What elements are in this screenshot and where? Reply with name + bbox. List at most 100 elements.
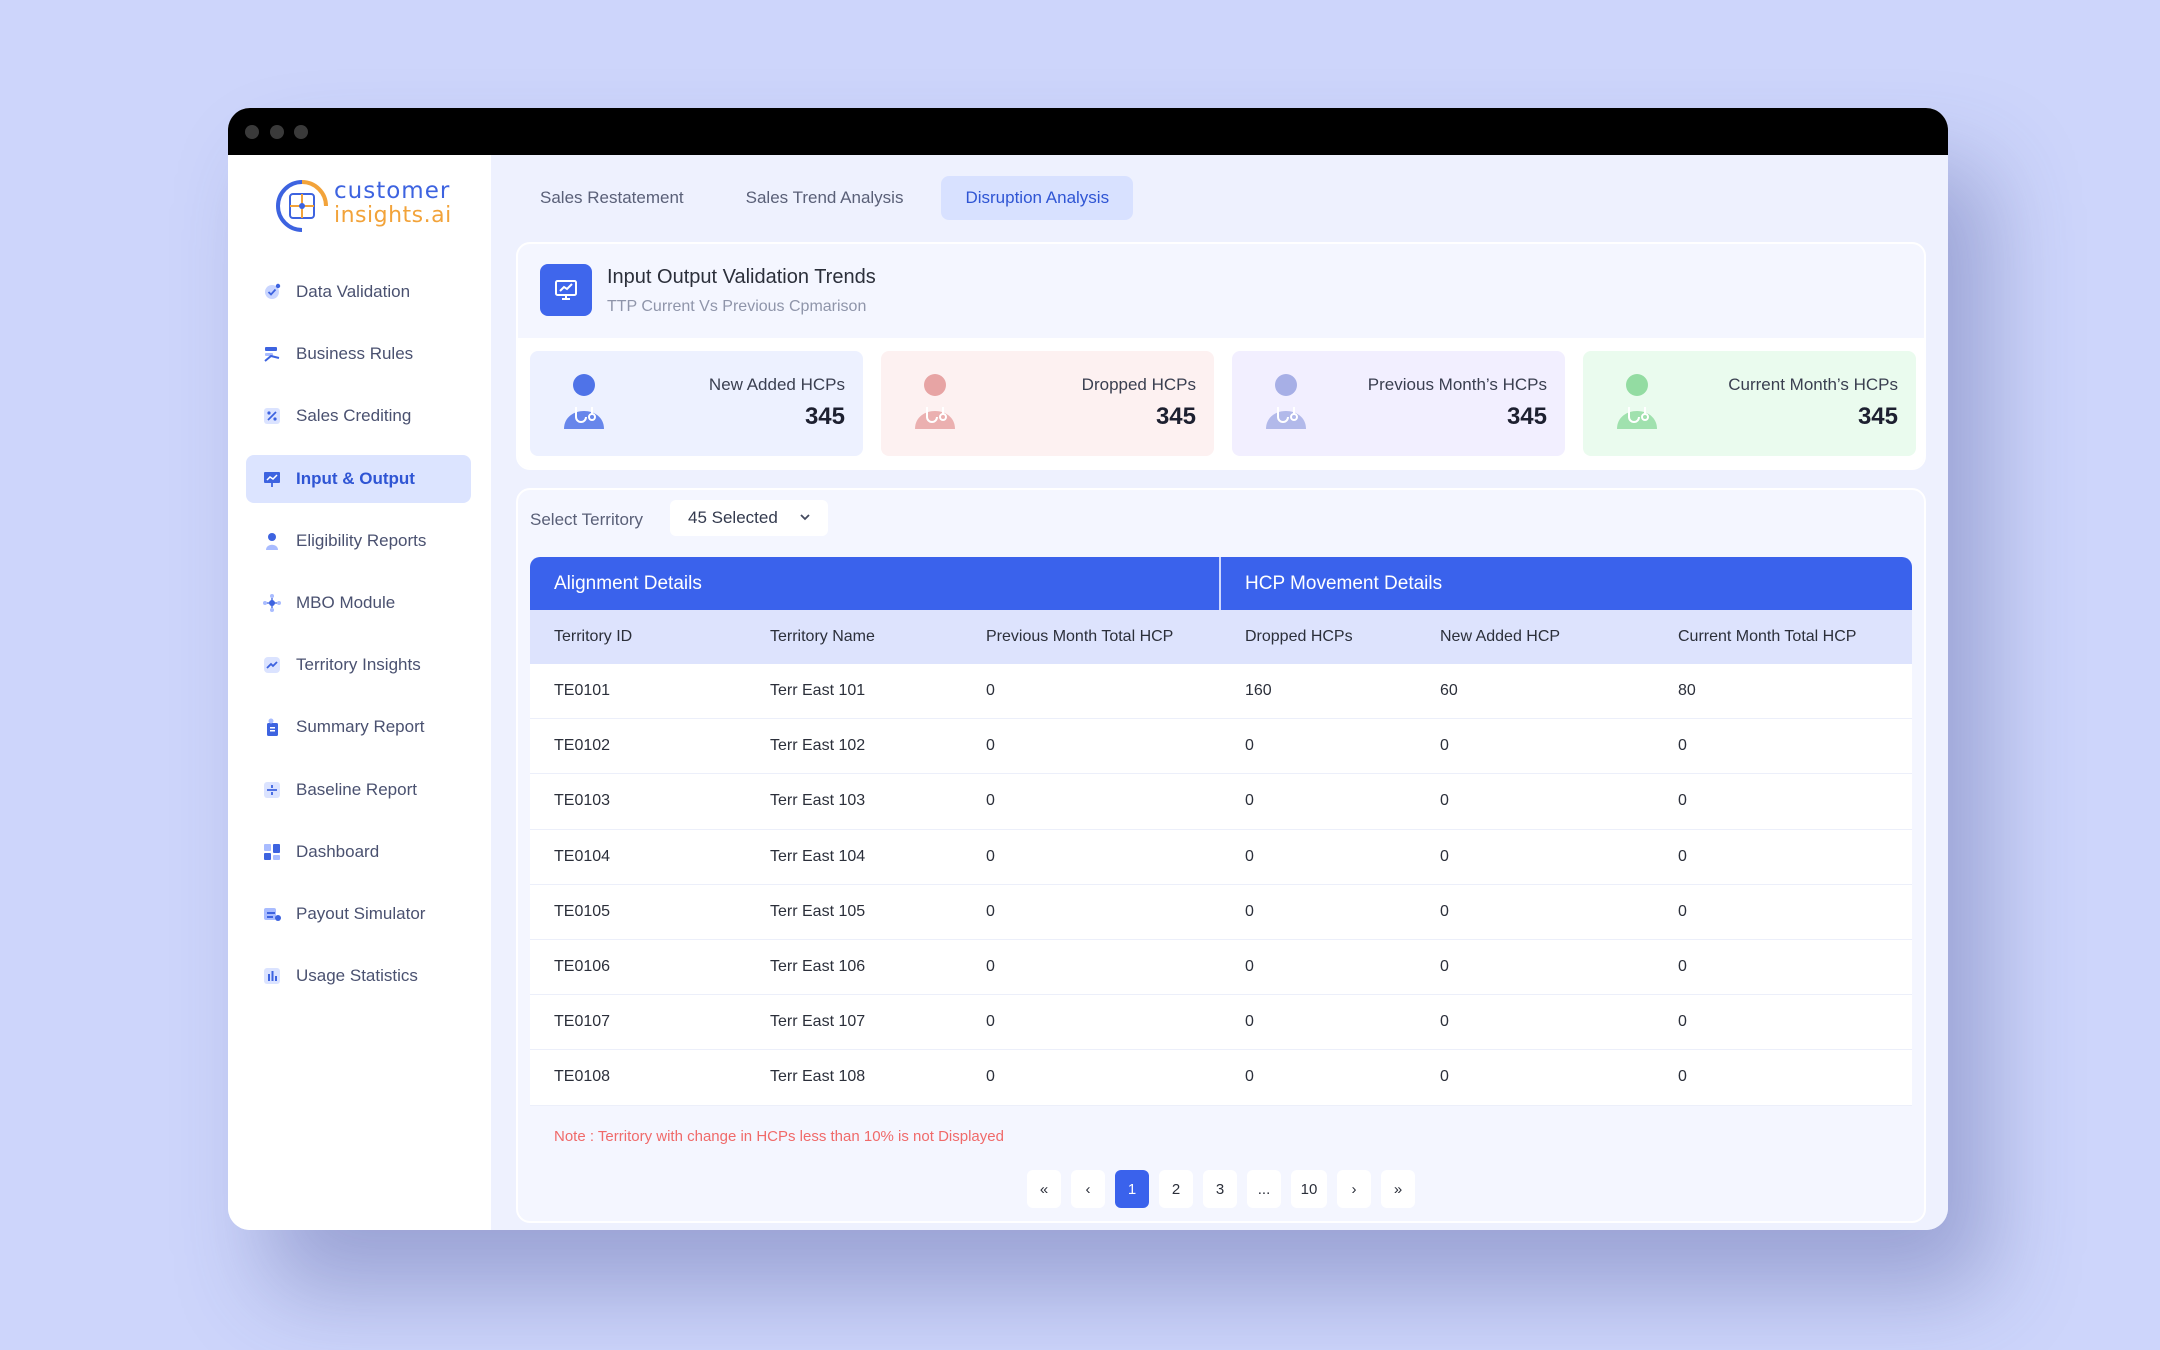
stat-label: Previous Month’s HCPs — [1367, 375, 1547, 394]
first-page-button[interactable]: « — [1027, 1170, 1061, 1208]
table-cell: Terr East 105 — [770, 902, 866, 920]
sidebar-item-label: Sales Crediting — [296, 406, 412, 426]
last-page-button[interactable]: » — [1381, 1170, 1415, 1208]
sidebar-item-sales-crediting[interactable]: Sales Crediting — [246, 392, 471, 440]
table-cell: TE0108 — [554, 1068, 611, 1086]
column-header-new-added-hcp[interactable]: New Added HCP — [1440, 628, 1561, 645]
tab-bar: Sales Restatement Sales Trend Analysis Dis… — [516, 176, 1134, 220]
table-row[interactable]: TE0107 Terr East 107 0 0 0 0 — [530, 995, 1912, 1051]
close-window-dot[interactable] — [245, 125, 259, 139]
sidebar-item-baseline-report[interactable]: Baseline Report — [246, 766, 471, 814]
person-icon — [262, 531, 282, 551]
sidebar-nav: Data Validation Business Rules Sales Credi… — [246, 268, 471, 1014]
sidebar-item-label: Summary Report — [296, 717, 425, 737]
sidebar-item-label: Payout Simulator — [296, 903, 426, 923]
sidebar-item-label: Dashboard — [296, 841, 380, 861]
sidebar-item-data-validation[interactable]: Data Validation — [246, 268, 471, 316]
validation-trends-card: Input Output Validation Trends TTP Curre… — [516, 242, 1926, 470]
sidebar-item-usage-statistics[interactable]: Usage Statistics — [246, 952, 471, 1000]
sidebar-item-dashboard[interactable]: Dashboard — [246, 828, 471, 876]
app-window: customer insights.ai Data Validation Busi… — [228, 108, 1948, 1230]
table-row[interactable]: TE0104 Terr East 104 0 0 0 0 — [530, 829, 1912, 885]
table-cell: Terr East 106 — [770, 958, 866, 976]
stat-label: Current Month’s HCPs — [1728, 375, 1898, 394]
table-body: TE0101 Terr East 101 0 160 60 80 TE0102 Terr Ea… — [530, 664, 1912, 1106]
page-button-10[interactable]: 10 — [1291, 1170, 1327, 1208]
stat-card-new-added-hcps: New Added HCPs 345 — [530, 351, 863, 456]
table-note: Note : Territory with change in HCPs les… — [554, 1128, 1004, 1145]
table-row[interactable]: TE0103 Terr East 103 0 0 0 0 — [530, 774, 1912, 830]
tab-sales-restatement[interactable]: Sales Restatement — [540, 188, 684, 207]
table-cell: 0 — [1678, 1068, 1687, 1086]
tab-disruption-analysis[interactable]: Disruption Analysis — [941, 176, 1134, 220]
table-cell: Terr East 101 — [770, 682, 866, 700]
table-cell: 0 — [1678, 792, 1687, 810]
table-row[interactable]: TE0102 Terr East 102 0 0 0 0 — [530, 719, 1912, 775]
territory-filter-label: Select Territory — [530, 510, 644, 529]
table-cell: 0 — [986, 847, 995, 865]
page-button-3[interactable]: 3 — [1203, 1170, 1237, 1208]
table-cell: Terr East 104 — [770, 847, 866, 865]
sidebar-item-label: Territory Insights — [296, 655, 421, 675]
stats-row: New Added HCPs 345 Dropped HCPs 345 Previous… — [518, 338, 1924, 468]
column-header-previous-month-total-hcp[interactable]: Previous Month Total HCP — [986, 628, 1174, 645]
table-cell: 160 — [1245, 682, 1272, 700]
stat-card-previous-month-hcps: Previous Month’s HCPs 345 — [1232, 351, 1565, 456]
table-cell: Terr East 103 — [770, 792, 866, 810]
table-cell: 0 — [1440, 1068, 1449, 1086]
next-page-button[interactable]: › — [1337, 1170, 1371, 1208]
table-cell: 0 — [986, 737, 995, 755]
bar-stats-icon — [262, 966, 282, 986]
sidebar-item-summary-report[interactable]: Summary Report — [246, 703, 471, 751]
tab-sales-trend-analysis[interactable]: Sales Trend Analysis — [745, 188, 904, 207]
main-content: Sales Restatement Sales Trend Analysis Dis… — [491, 155, 1948, 1230]
stat-label: Dropped HCPs — [1081, 375, 1196, 394]
report-icon — [262, 717, 282, 737]
hcp-table: Alignment Details HCP Movement Details T… — [530, 557, 1912, 1106]
sidebar-item-payout-simulator[interactable]: Payout Simulator — [246, 890, 471, 938]
column-header-current-month-total-hcp[interactable]: Current Month Total HCP — [1678, 628, 1857, 645]
table-cell: TE0104 — [554, 847, 611, 865]
sidebar: customer insights.ai Data Validation Busi… — [228, 155, 491, 1230]
column-header-territory-name[interactable]: Territory Name — [770, 628, 875, 645]
doctor-icon — [1613, 373, 1661, 429]
table-row[interactable]: TE0108 Terr East 108 0 0 0 0 — [530, 1050, 1912, 1106]
prev-page-button[interactable]: ‹ — [1071, 1170, 1105, 1208]
minimize-window-dot[interactable] — [270, 125, 284, 139]
logo-text-customer: customer — [334, 178, 451, 204]
sidebar-item-territory-insights[interactable]: Territory Insights — [246, 641, 471, 689]
pagination-ellipsis: ... — [1247, 1170, 1281, 1208]
sidebar-item-business-rules[interactable]: Business Rules — [246, 330, 471, 378]
stat-label: New Added HCPs — [708, 375, 845, 394]
table-cell: 0 — [1440, 958, 1449, 976]
stat-card-current-month-hcps: Current Month’s HCPs 345 — [1583, 351, 1916, 456]
baseline-icon — [262, 780, 282, 800]
territory-select[interactable]: 45 Selected — [670, 500, 828, 536]
table-cell: 60 — [1440, 682, 1458, 700]
maximize-window-dot[interactable] — [294, 125, 308, 139]
table-row[interactable]: TE0105 Terr East 105 0 0 0 0 — [530, 884, 1912, 940]
table-row[interactable]: TE0101 Terr East 101 0 160 60 80 — [530, 664, 1912, 720]
sidebar-item-eligibility-reports[interactable]: Eligibility Reports — [246, 517, 471, 565]
table-cell: 0 — [1245, 958, 1254, 976]
pagination: « ‹ 1 2 3... 10 › » — [1027, 1170, 1415, 1208]
sidebar-item-input-output[interactable]: Input & Output — [246, 454, 471, 503]
sidebar-item-mbo-module[interactable]: MBO Module — [246, 579, 471, 627]
network-icon — [262, 593, 282, 613]
page-button-2[interactable]: 2 — [1159, 1170, 1193, 1208]
column-header-territory-id[interactable]: Territory ID — [554, 628, 633, 645]
territory-table-card: Select Territory 45 Selected Alignment D… — [516, 488, 1926, 1223]
sidebar-item-label: MBO Module — [296, 592, 396, 612]
card-subtitle: TTP Current Vs Previous Cpmarison — [607, 298, 867, 315]
table-row[interactable]: TE0106 Terr East 106 0 0 0 0 — [530, 939, 1912, 996]
table-cell: 0 — [1245, 847, 1254, 865]
trend-icon — [262, 655, 282, 675]
doctor-icon — [1262, 373, 1310, 429]
page-button-1[interactable]: 1 — [1115, 1170, 1149, 1208]
stat-value: 345 — [1506, 403, 1547, 430]
stat-card-dropped-hcps: Dropped HCPs 345 — [881, 351, 1214, 456]
logo[interactable]: customer insights.ai — [276, 176, 456, 236]
table-cell: 0 — [986, 1013, 995, 1031]
check-circle-icon — [262, 282, 282, 302]
column-header-dropped-hcps[interactable]: Dropped HCPs — [1245, 628, 1353, 645]
